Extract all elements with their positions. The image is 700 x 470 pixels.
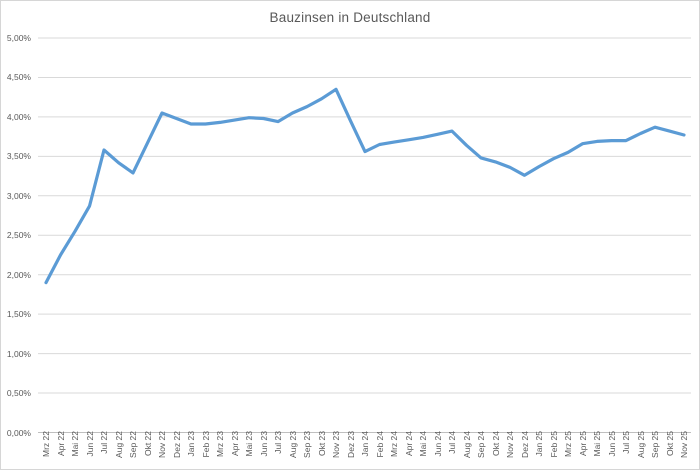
x-axis-label: Feb 23 (200, 431, 211, 458)
x-axis-label: Jun 25 (606, 431, 617, 457)
y-axis-label: 2,00% (6, 269, 31, 280)
y-axis-label: 0,00% (6, 427, 31, 438)
x-axis-label: Jun 22 (84, 431, 95, 457)
x-axis-label: Sep 25 (650, 431, 660, 458)
x-axis-label: Nov 23 (331, 431, 341, 458)
x-axis-label: Feb 25 (548, 431, 559, 458)
x-axis-label: Mai 24 (418, 431, 428, 457)
y-axis-label: 0,50% (6, 388, 31, 399)
y-axis-label: 4,00% (6, 111, 31, 122)
chart-title: Bauzinsen in Deutschland (269, 10, 431, 25)
x-axis-label: Feb 24 (374, 431, 385, 458)
x-axis-label: Okt 25 (664, 431, 675, 457)
x-axis-label: Mai 22 (70, 431, 80, 457)
x-axis-label: Nov 25 (679, 431, 689, 458)
y-axis-label: 3,50% (6, 151, 31, 162)
x-axis-label: Dez 24 (519, 431, 530, 458)
x-axis-label: Jun 24 (432, 431, 443, 457)
y-axis-label: 3,00% (6, 190, 31, 201)
y-axis-label: 1,50% (6, 309, 31, 320)
x-axis-label: Jul 24 (447, 431, 457, 454)
x-axis-label: Jan 25 (534, 431, 544, 457)
x-axis-label: Mrz 24 (389, 431, 399, 457)
x-axis-label: Apr 22 (55, 431, 66, 457)
x-axis-label: Apr 23 (229, 431, 240, 457)
x-axis-label: Jul 23 (273, 431, 283, 454)
y-axis-label: 2,50% (6, 230, 31, 241)
x-axis-label: Jun 23 (258, 431, 269, 457)
x-axis-label: Nov 24 (505, 431, 515, 458)
y-axis-label: 5,00% (6, 33, 31, 43)
x-axis-label: Jan 23 (186, 431, 196, 457)
y-axis-label: 4,50% (6, 72, 31, 83)
x-axis-label: Aug 23 (287, 431, 298, 458)
x-axis-label: Mai 23 (244, 431, 254, 457)
x-axis-label: Mrz 22 (41, 431, 51, 457)
x-axis-label: Okt 22 (142, 431, 153, 457)
x-axis-label: Nov 22 (157, 431, 167, 458)
y-axis-label: 1,00% (6, 348, 31, 359)
x-axis-label: Sep 24 (476, 431, 486, 458)
x-axis-label: Dez 23 (345, 431, 356, 458)
x-axis-label: Jul 22 (99, 431, 109, 454)
x-axis-label: Okt 23 (316, 431, 327, 457)
x-axis-label: Sep 23 (302, 431, 312, 458)
x-axis-label: Aug 24 (461, 431, 472, 458)
x-axis-label: Aug 22 (113, 431, 124, 458)
x-axis-label: Okt 24 (490, 431, 501, 457)
x-axis-label: Sep 22 (128, 431, 138, 458)
x-axis-label: Apr 25 (577, 431, 588, 457)
x-axis-label: Mai 25 (592, 431, 602, 457)
x-axis-label: Mrz 23 (215, 431, 225, 457)
x-axis-label: Jan 24 (360, 431, 370, 457)
x-axis-label: Mrz 25 (563, 431, 573, 457)
x-axis-label: Apr 24 (403, 431, 414, 457)
data-series-line (44, 87, 686, 285)
x-axis-label: Dez 22 (171, 431, 182, 458)
x-axis-label: Aug 25 (635, 431, 646, 458)
x-axis-label: Jul 25 (621, 431, 631, 454)
